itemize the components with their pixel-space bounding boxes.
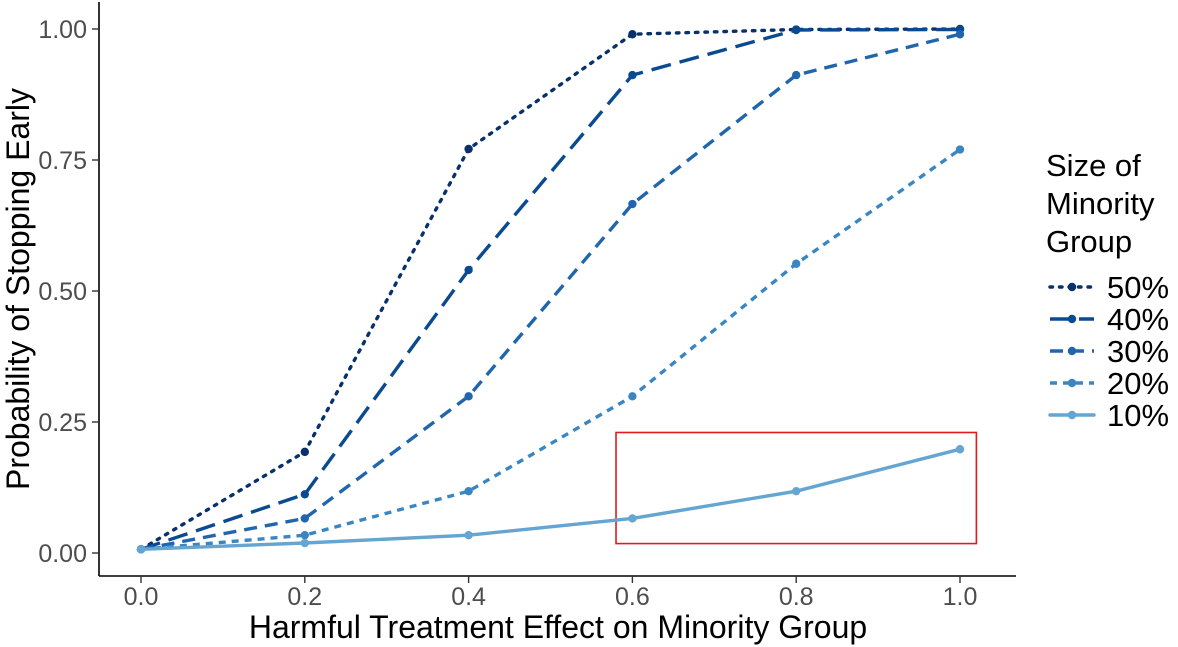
legend-title-line-3: Group	[1046, 224, 1132, 259]
series-line-30pct	[140, 32, 961, 551]
highlight-box	[615, 431, 978, 545]
legend-key-point-40pct	[1067, 314, 1077, 324]
x-axis-ticks: 0.0 0.2 0.4 0.6 0.8 1.0	[124, 576, 978, 611]
y-axis-title: Probability of Stopping Early	[0, 88, 36, 490]
series-line-40pct	[140, 27, 961, 551]
data-point-30pct	[300, 514, 309, 523]
data-point-20pct	[955, 145, 965, 154]
data-point-10pct	[464, 530, 473, 540]
data-point-20pct	[464, 486, 473, 496]
legend-key-point-30pct	[1067, 346, 1077, 356]
legend-label-10pct: 10%	[1107, 398, 1169, 433]
legend-items: 50%40%30%20%10%	[1048, 270, 1169, 433]
data-point-10pct	[955, 445, 965, 454]
series-layer	[136, 24, 965, 554]
legend-label-20pct: 20%	[1107, 366, 1169, 401]
y-tick-label: 0.50	[38, 278, 87, 306]
legend-label-40pct: 40%	[1107, 302, 1169, 337]
data-point-50pct	[464, 144, 473, 154]
data-point-10pct	[628, 514, 637, 523]
series-line-20pct	[140, 148, 961, 551]
y-tick-label: 0.75	[38, 147, 87, 175]
legend-title-line-1: Size of	[1046, 148, 1141, 183]
x-tick-label: 0.6	[615, 583, 650, 611]
legend-label-30pct: 30%	[1107, 334, 1169, 369]
x-axis-title: Harmful Treatment Effect on Minority Gro…	[249, 609, 867, 645]
x-tick-label: 0.2	[287, 583, 322, 611]
data-point-30pct	[628, 199, 637, 209]
data-point-10pct	[136, 545, 146, 554]
data-point-20pct	[792, 259, 801, 268]
data-point-40pct	[628, 70, 637, 80]
legend-key-point-20pct	[1067, 378, 1077, 388]
x-tick-label: 0.4	[451, 583, 486, 611]
data-point-50pct	[300, 447, 309, 457]
legend-label-50pct: 50%	[1107, 270, 1169, 305]
data-point-10pct	[792, 486, 801, 496]
data-point-30pct	[464, 392, 473, 401]
legend-title-line-2: Minority	[1046, 186, 1155, 221]
legend-key-point-10pct	[1067, 410, 1077, 420]
legend-key-point-50pct	[1067, 282, 1077, 292]
data-point-40pct	[300, 490, 309, 499]
legend: Size of Minority Group 50%40%30%20%10%	[1046, 148, 1169, 433]
y-tick-label: 1.00	[38, 16, 87, 44]
x-tick-label: 0.0	[124, 583, 159, 611]
data-point-20pct	[300, 530, 309, 540]
axes-layer	[98, 2, 1016, 577]
data-point-30pct	[792, 70, 801, 80]
y-axis-ticks: 0.00 0.25 0.50 0.75 1.00	[38, 16, 99, 568]
data-point-40pct	[464, 265, 473, 275]
data-point-30pct	[955, 30, 965, 39]
x-tick-label: 0.8	[779, 583, 814, 611]
data-point-40pct	[792, 25, 801, 35]
annotation-layer	[615, 431, 978, 545]
y-tick-label: 0.25	[38, 409, 87, 437]
data-point-50pct	[628, 30, 637, 39]
series-line-50pct	[139, 27, 962, 551]
data-point-10pct	[300, 538, 309, 548]
series-line-10pct	[139, 447, 962, 551]
data-point-20pct	[628, 392, 637, 401]
y-tick-label: 0.00	[38, 540, 87, 568]
x-tick-label: 1.0	[943, 583, 978, 611]
